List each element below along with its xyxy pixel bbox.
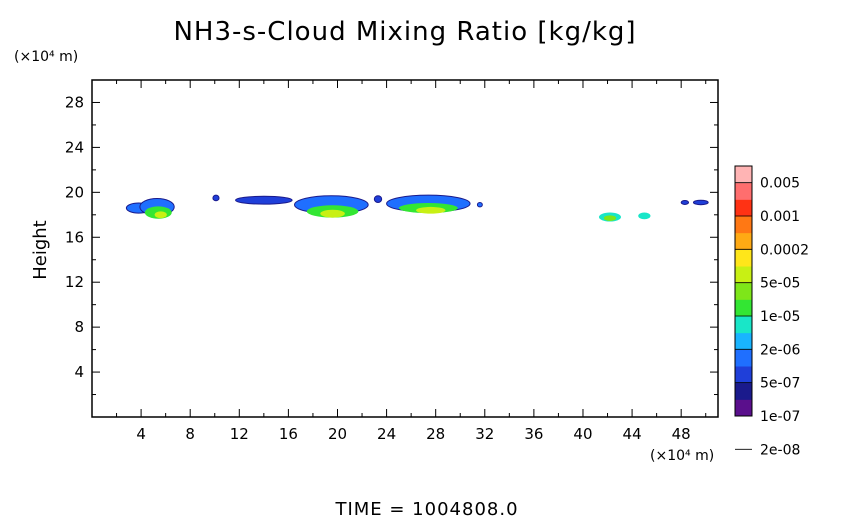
plot-frame bbox=[91, 79, 719, 418]
colorbar-label: 0.005 bbox=[760, 176, 800, 192]
cloud-field bbox=[125, 194, 709, 222]
x-tick-label: 12 bbox=[230, 425, 249, 443]
x-unit-label: (×10⁴ m) bbox=[650, 448, 714, 464]
colorbar-swatch bbox=[735, 399, 752, 417]
colorbar-swatch bbox=[735, 249, 752, 267]
y-unit-label: (×10⁴ m) bbox=[14, 49, 78, 65]
y-tick-label: 24 bbox=[65, 138, 84, 156]
colorbar-swatch bbox=[735, 232, 752, 250]
x-tick-label: 8 bbox=[185, 425, 195, 443]
cloud-patch bbox=[320, 209, 345, 218]
time-footer: TIME = 1004808.0 bbox=[334, 499, 518, 519]
y-tick-label: 12 bbox=[65, 273, 84, 291]
x-tick-label: 44 bbox=[623, 425, 642, 443]
y-tick-label: 20 bbox=[65, 183, 84, 201]
cloud-patch bbox=[476, 201, 483, 208]
colorbar-label: 5e-07 bbox=[760, 376, 800, 392]
colorbar-swatch bbox=[735, 349, 752, 367]
colorbar-swatch bbox=[735, 182, 752, 200]
x-tick-label: 36 bbox=[524, 425, 543, 443]
colorbar-label: 1e-05 bbox=[760, 309, 800, 325]
x-tick-label: 28 bbox=[426, 425, 445, 443]
x-tick-label: 24 bbox=[377, 425, 396, 443]
x-tick-label: 20 bbox=[328, 425, 347, 443]
colorbar-swatch bbox=[735, 216, 752, 234]
x-tick-label: 40 bbox=[573, 425, 592, 443]
cloud-patch bbox=[212, 194, 220, 202]
x-axis: 4 8 12 16 20 24 28 32 36 40 44 48 bbox=[116, 80, 707, 443]
colorbar-swatch bbox=[735, 382, 752, 400]
y-tick-label: 28 bbox=[65, 93, 84, 111]
colorbar-swatch bbox=[735, 332, 752, 350]
cloud-patch bbox=[692, 199, 709, 206]
chart-title: NH3-s-Cloud Mixing Ratio [kg/kg] bbox=[173, 17, 636, 47]
y-tick-label: 16 bbox=[65, 228, 84, 246]
colorbar-label: 1e-07 bbox=[760, 409, 800, 425]
colorbar-swatch bbox=[735, 366, 752, 384]
y-axis: 4 8 12 16 20 24 28 bbox=[65, 93, 718, 396]
y-tick-label: 8 bbox=[74, 318, 84, 336]
colorbar-label: 2e-08 bbox=[760, 442, 800, 458]
cloud-patch bbox=[416, 206, 446, 214]
colorbar-swatch bbox=[735, 166, 752, 184]
x-tick-label: 16 bbox=[279, 425, 298, 443]
y-tick-label: 4 bbox=[74, 363, 84, 381]
cloud-patch bbox=[235, 195, 293, 205]
colorbar-swatch bbox=[735, 266, 752, 284]
cloud-patch bbox=[154, 211, 167, 219]
colorbar-label: 0.0002 bbox=[760, 242, 809, 258]
y-axis-label: Height bbox=[30, 220, 51, 280]
colorbar-label: 0.001 bbox=[760, 209, 800, 225]
cloud-patch bbox=[638, 212, 651, 220]
colorbar-label: 5e-05 bbox=[760, 276, 800, 292]
colorbar: 0.005 0.001 0.0002 5e-05 1e-05 2e-06 5e-07 1e-0… bbox=[734, 165, 809, 458]
colorbar-label: 2e-06 bbox=[760, 342, 800, 358]
x-tick-label: 48 bbox=[672, 425, 691, 443]
cloud-patch bbox=[680, 199, 690, 205]
cloud-patch bbox=[373, 195, 383, 203]
cloud-patch bbox=[603, 215, 617, 221]
colorbar-swatch bbox=[735, 199, 752, 217]
colorbar-swatch bbox=[735, 316, 752, 334]
colorbar-swatch bbox=[735, 282, 752, 300]
x-tick-label: 4 bbox=[136, 425, 146, 443]
colorbar-swatch bbox=[735, 299, 752, 317]
x-tick-label: 32 bbox=[475, 425, 494, 443]
